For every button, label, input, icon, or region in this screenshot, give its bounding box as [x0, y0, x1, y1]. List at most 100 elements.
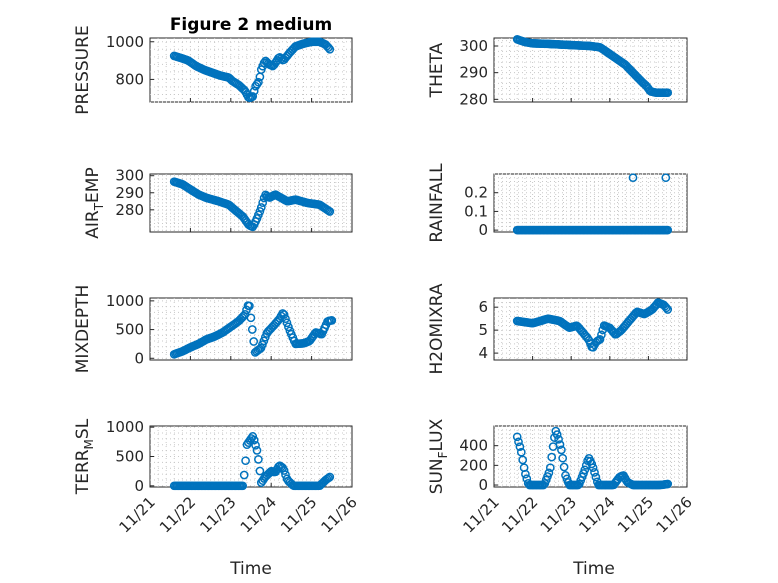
x-tick-label: 11/24: [237, 493, 280, 536]
data-point: [258, 198, 268, 208]
y-axis-label: THETA: [427, 42, 447, 98]
data-point: [325, 44, 335, 54]
y-axis-label: H2OMIXRA: [427, 283, 447, 374]
data-point: [247, 325, 257, 334]
data-point: [597, 330, 606, 340]
data-point: [251, 440, 260, 450]
data-point: [279, 310, 289, 319]
y-axis-label: PRESSURE: [73, 25, 93, 114]
data-point: [663, 479, 673, 489]
x-tick-label: 11/21: [116, 493, 159, 536]
y-tick-label: 300: [459, 37, 488, 55]
y-tick-label: 1000: [106, 33, 144, 51]
data-point: [590, 468, 599, 477]
subplot-mixdepth: 0 500 1000 MIXDEPTH: [73, 285, 353, 374]
y-tick-label: 290: [459, 64, 488, 82]
data-point: [661, 173, 671, 183]
data-point: [558, 453, 568, 463]
data-point: [591, 472, 601, 482]
data-point: [254, 455, 263, 464]
data-point: [554, 434, 563, 444]
y-tick-label: 500: [115, 448, 144, 466]
data-point: [552, 430, 562, 439]
subplot-rainfall: 00.10.2 RAINFALL: [427, 163, 688, 243]
x-tick-label: 11/22: [156, 493, 199, 536]
data-point: [559, 462, 569, 472]
data-point: [249, 435, 259, 445]
x-axis-label-left: Time: [229, 559, 272, 579]
y-axis-label: MIXDEPTH: [73, 285, 93, 374]
y-tick-label: 280: [459, 90, 488, 108]
y-tick-label: 0: [134, 477, 144, 495]
data-point: [246, 313, 256, 323]
subplot-theta: 280 290 300 THETA: [427, 34, 688, 108]
data-point: [252, 79, 262, 89]
y-tick-label: 1000: [106, 418, 144, 436]
y-tick-label: 6: [478, 298, 488, 316]
y-tick-label: 5: [478, 321, 488, 339]
y-tick-label: 400: [459, 437, 488, 455]
data-point: [588, 463, 598, 473]
data-point: [547, 452, 557, 462]
data-point: [284, 322, 293, 332]
y-tick-label: 1000: [106, 292, 144, 310]
data-point: [587, 459, 597, 469]
data-point: [249, 337, 259, 346]
data-point: [325, 207, 335, 216]
data-point: [256, 203, 266, 212]
y-axis-label: TERRMSL: [73, 418, 96, 495]
data-point: [595, 335, 605, 344]
data-point: [241, 456, 250, 466]
x-tick-label: 11/24: [575, 493, 618, 536]
subplot-h2omixra: 4 5 6 H2OMIXRA: [427, 283, 688, 375]
y-tick-label: 4: [478, 344, 488, 362]
x-axis-label-right: Time: [572, 559, 615, 579]
y-tick-label: 280: [115, 201, 144, 219]
y-tick-label: 0: [478, 476, 488, 494]
data-point: [512, 432, 522, 442]
data-point: [281, 314, 290, 324]
data-point: [245, 301, 254, 311]
data-point: [628, 173, 638, 183]
data-point: [327, 316, 337, 325]
x-tick-label: 11/25: [277, 493, 320, 536]
y-tick-label: 0.1: [464, 202, 488, 220]
y-tick-label: 0.2: [464, 184, 488, 202]
data-point: [252, 446, 262, 455]
data-point: [521, 469, 530, 479]
y-tick-label: 500: [115, 321, 144, 339]
data-point: [544, 468, 554, 478]
y-tick-label: 0: [478, 221, 488, 239]
data-point: [248, 92, 258, 101]
axes-frame: [493, 173, 688, 233]
data-point: [282, 318, 292, 328]
data-point: [255, 466, 265, 476]
data-point: [324, 43, 333, 52]
data-point: [238, 481, 248, 491]
x-tick-label: 11/23: [537, 493, 580, 536]
data-point: [518, 455, 528, 465]
data-point: [557, 445, 566, 455]
data-point: [279, 466, 289, 475]
data-point: [663, 305, 673, 314]
subplot-pressure: 800 1000 PRESSURE: [73, 25, 353, 115]
data-point: [580, 465, 590, 475]
data-point: [324, 473, 333, 483]
data-point: [325, 472, 335, 482]
x-tick-label: 11/22: [498, 493, 541, 536]
x-tick-label: 11/21: [460, 493, 503, 536]
data-point: [254, 77, 263, 87]
data-point: [514, 437, 523, 447]
data-point: [555, 440, 565, 449]
y-tick-label: 300: [115, 167, 144, 185]
x-tick-label: 11/26: [653, 493, 696, 536]
data-point: [661, 303, 671, 313]
y-tick-label: 800: [115, 70, 144, 88]
data-point: [239, 470, 249, 480]
y-axis-label: AIRTEMP: [83, 167, 106, 238]
